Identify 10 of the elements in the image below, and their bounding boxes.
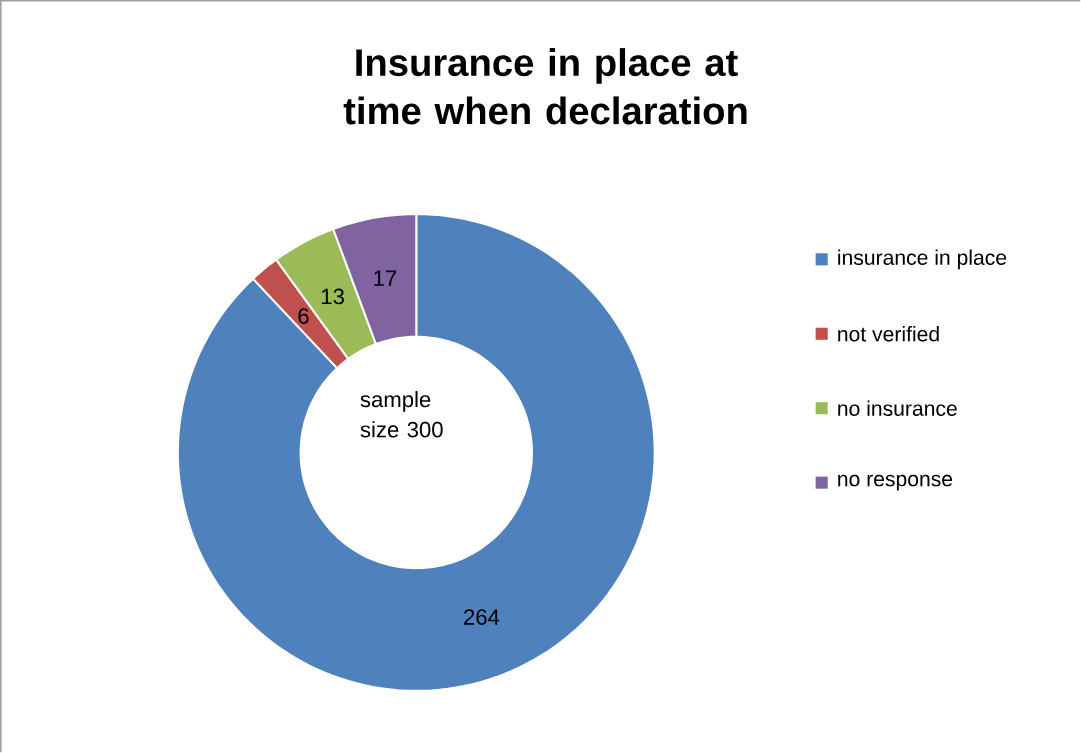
chart-title: Insurance in place at time when declaration bbox=[343, 48, 747, 125]
legend-label: insurance in place bbox=[838, 249, 1007, 270]
text: sample size 300 bbox=[360, 391, 443, 438]
legend-label: no insurance bbox=[838, 400, 957, 416]
legend-label: no response bbox=[838, 474, 953, 491]
data-label: 264 bbox=[464, 609, 500, 625]
legend-label: not verified bbox=[838, 326, 939, 342]
data-label: 17 bbox=[374, 270, 397, 286]
data-label: 13 bbox=[321, 288, 344, 305]
data-label: 6 bbox=[298, 308, 309, 324]
